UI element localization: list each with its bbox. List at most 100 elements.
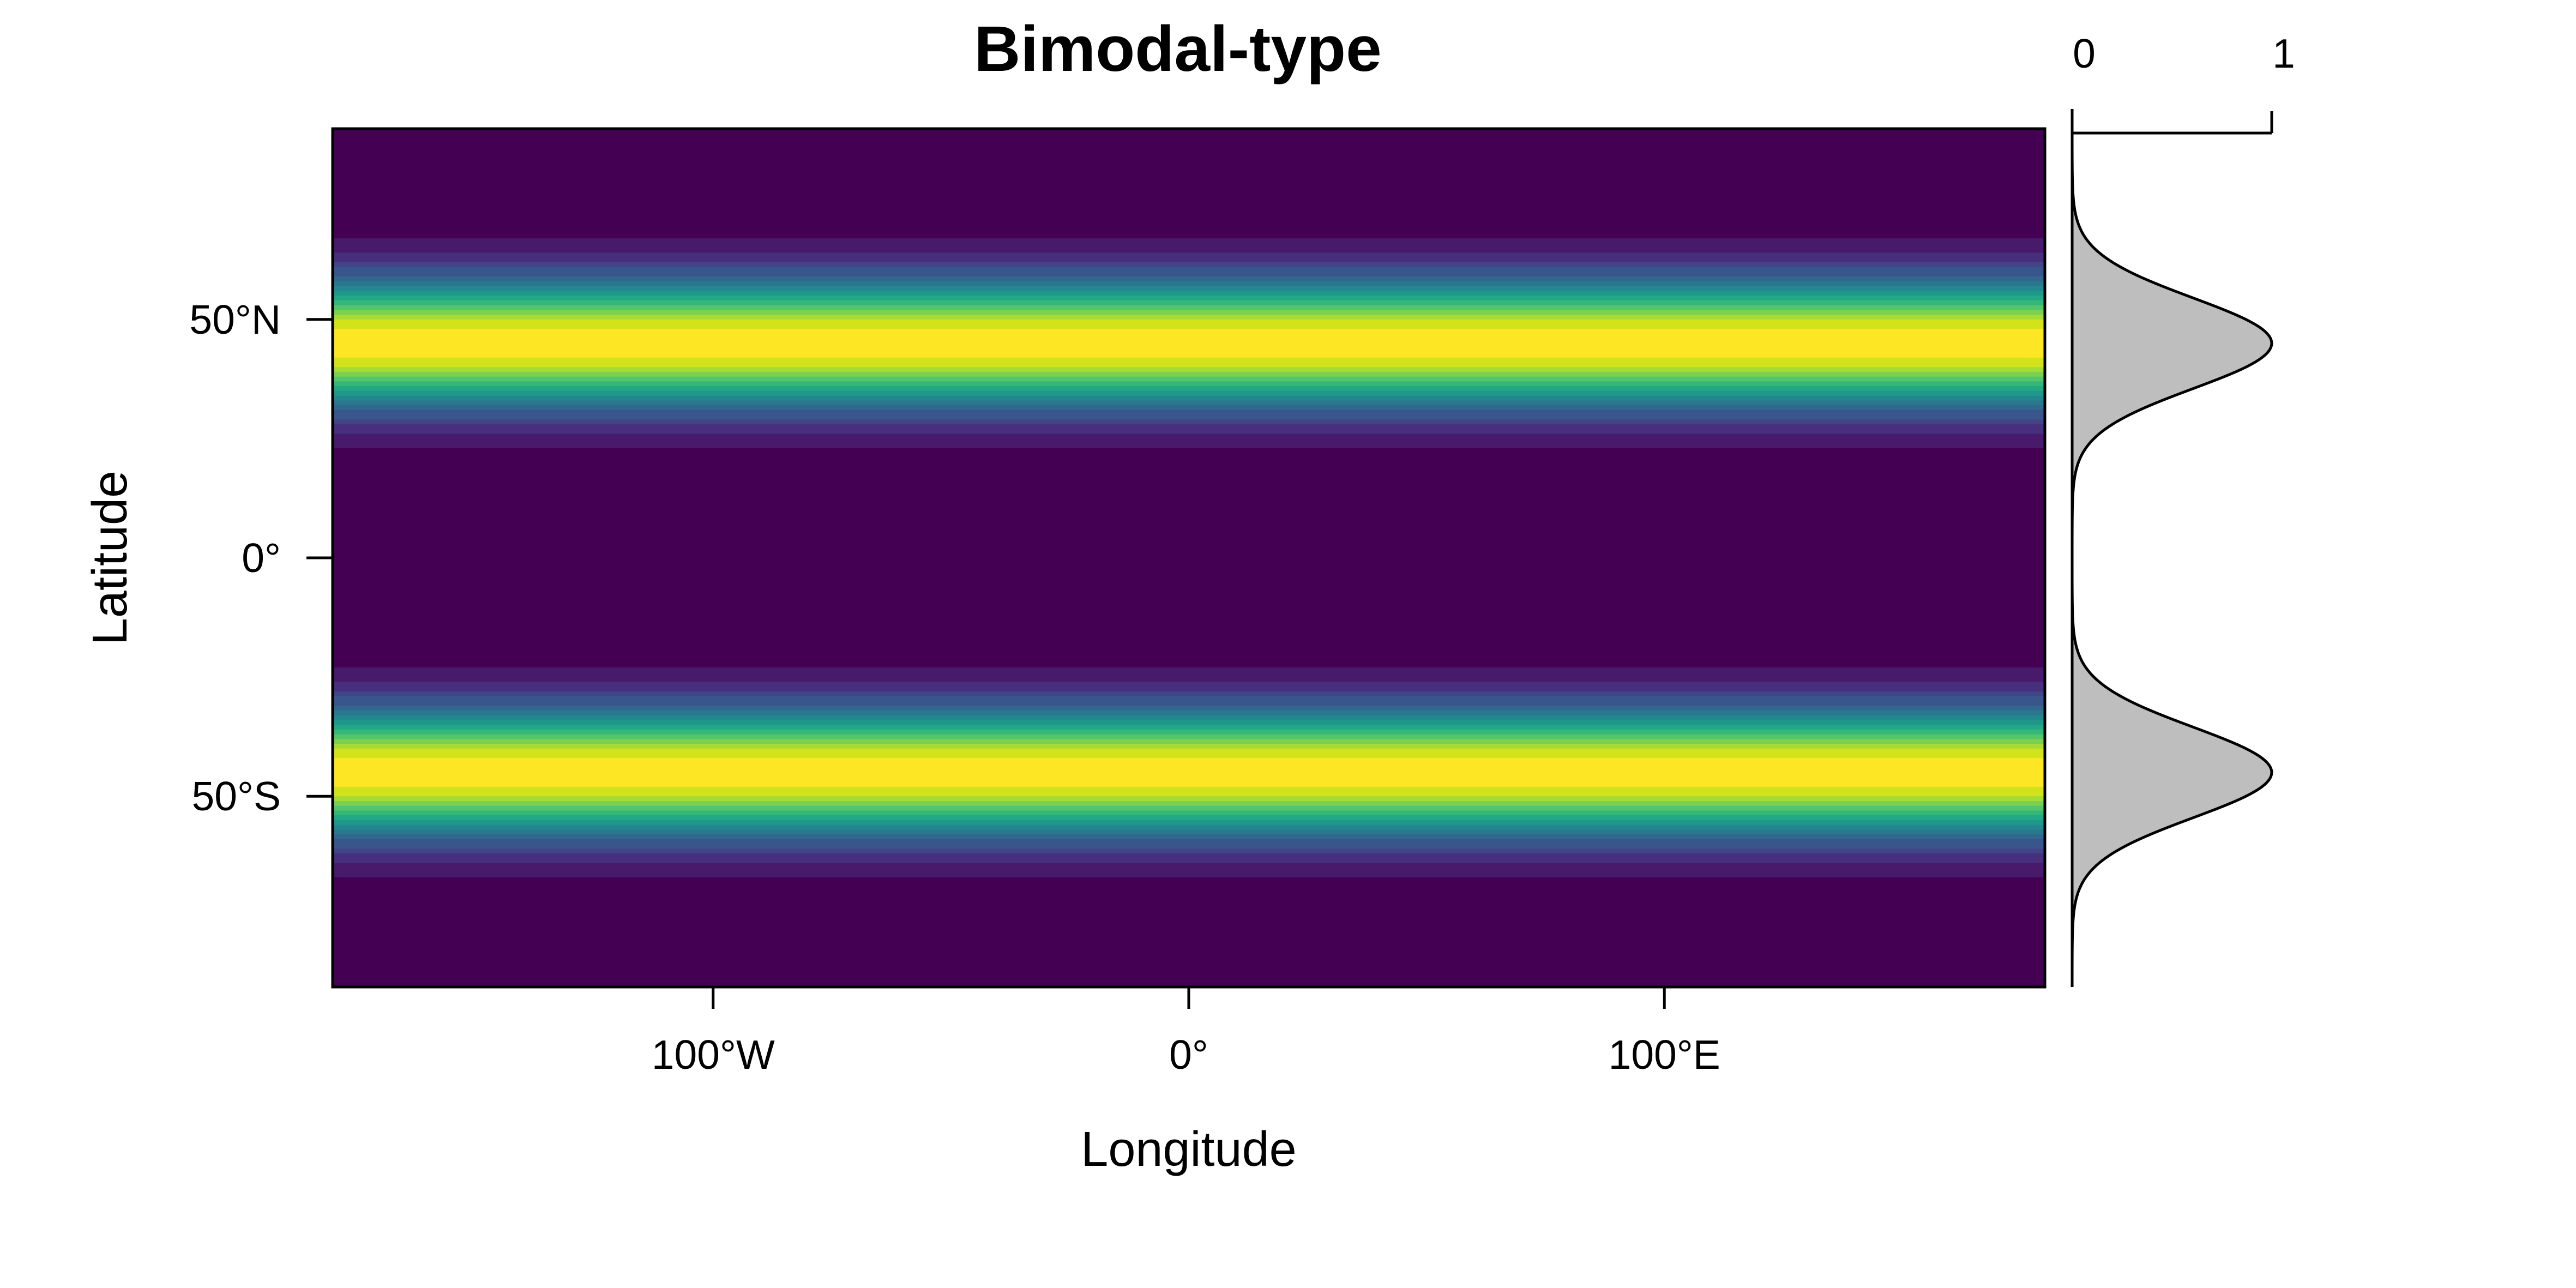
- heatmap-band: [333, 572, 2045, 577]
- heatmap-band: [333, 410, 2045, 416]
- heatmap-band: [333, 367, 2045, 372]
- heatmap-band: [333, 129, 2045, 134]
- heatmap-band: [333, 534, 2045, 539]
- heatmap-band: [333, 200, 2045, 206]
- heatmap-band: [333, 863, 2045, 868]
- heatmap-band: [333, 834, 2045, 840]
- chart-title: Bimodal-type: [974, 13, 1381, 85]
- heatmap-band: [333, 515, 2045, 520]
- heatmap-band: [333, 829, 2045, 835]
- heatmap-band: [333, 147, 2045, 153]
- heatmap-band: [333, 600, 2045, 606]
- heatmap-band: [333, 744, 2045, 749]
- heatmap-band: [333, 376, 2045, 382]
- heatmap-band: [333, 419, 2045, 425]
- heatmap-band: [333, 758, 2045, 763]
- heatmap-band: [333, 462, 2045, 468]
- heatmap-band: [333, 185, 2045, 191]
- heatmap-band: [333, 581, 2045, 587]
- heatmap-band: [333, 248, 2045, 253]
- x-axis: 100°W 0° 100°E: [652, 987, 1720, 1078]
- heatmap-band: [333, 968, 2045, 973]
- heatmap-band: [333, 639, 2045, 644]
- heatmap-band: [333, 781, 2045, 787]
- heatmap-band: [333, 548, 2045, 553]
- heatmap-band: [333, 615, 2045, 621]
- heatmap-band: [333, 166, 2045, 172]
- heatmap-band: [333, 371, 2045, 377]
- heatmap-band: [333, 839, 2045, 845]
- heatmap-band: [333, 720, 2045, 725]
- heatmap-band: [333, 243, 2045, 249]
- heatmap-band: [333, 872, 2045, 878]
- heatmap-band: [333, 381, 2045, 387]
- heatmap-band: [333, 820, 2045, 826]
- heatmap-band: [333, 725, 2045, 730]
- heatmap-band: [333, 233, 2045, 239]
- heatmap-band: [333, 629, 2045, 635]
- heatmap-band: [333, 920, 2045, 925]
- heatmap-band: [333, 848, 2045, 854]
- heatmap-band: [333, 911, 2045, 916]
- heatmap-band: [333, 729, 2045, 735]
- heatmap-band: [333, 958, 2045, 964]
- heatmap-band: [333, 619, 2045, 625]
- heatmap-band: [333, 663, 2045, 668]
- heatmap-band: [333, 691, 2045, 697]
- heatmap-band: [333, 553, 2045, 558]
- heatmap-band: [333, 734, 2045, 739]
- profile-scale-label: 1: [2272, 31, 2295, 76]
- heatmap-band: [333, 319, 2045, 325]
- heatmap-band: [333, 296, 2045, 301]
- heatmap-band: [333, 286, 2045, 291]
- heatmap-band: [333, 763, 2045, 768]
- heatmap-band: [333, 400, 2045, 406]
- heatmap-band: [333, 701, 2045, 706]
- heatmap-band: [333, 653, 2045, 659]
- heatmap-band: [333, 228, 2045, 234]
- heatmap-band: [333, 925, 2045, 930]
- heatmap-band: [333, 276, 2045, 282]
- heatmap-band: [333, 963, 2045, 968]
- heatmap-band: [333, 352, 2045, 358]
- heatmap-band: [333, 138, 2045, 143]
- heatmap-band: [333, 252, 2045, 258]
- heatmap-band: [333, 892, 2045, 897]
- heatmap-band: [333, 634, 2045, 640]
- heatmap-band: [333, 467, 2045, 473]
- heatmap-band: [333, 562, 2045, 568]
- heatmap-band: [333, 348, 2045, 353]
- heatmap-band: [333, 453, 2045, 458]
- heatmap-band: [333, 486, 2045, 492]
- heatmap-band: [333, 586, 2045, 592]
- heatmap-band: [333, 334, 2045, 339]
- heatmap-band: [333, 204, 2045, 210]
- y-tick-label: 50°N: [189, 297, 281, 342]
- heatmap-band: [333, 605, 2045, 611]
- heatmap-band: [333, 858, 2045, 864]
- heatmap-band: [333, 438, 2045, 444]
- heatmap-band: [333, 315, 2045, 320]
- heatmap-band: [333, 558, 2045, 563]
- heatmap-band: [333, 576, 2045, 582]
- heatmap-band: [333, 176, 2045, 182]
- heatmap-band: [333, 739, 2045, 744]
- heatmap-band: [333, 944, 2045, 949]
- heatmap-band: [333, 772, 2045, 778]
- heatmap-band: [333, 133, 2045, 139]
- heatmap-band: [333, 424, 2045, 430]
- heatmap-band: [333, 539, 2045, 544]
- heatmap-band: [333, 786, 2045, 792]
- heatmap-band: [333, 238, 2045, 244]
- heatmap-band: [333, 753, 2045, 759]
- heatmap-band: [333, 853, 2045, 859]
- heatmap-band: [333, 934, 2045, 940]
- heatmap-band: [333, 824, 2045, 830]
- heatmap-band: [333, 648, 2045, 654]
- heatmap-band: [333, 429, 2045, 435]
- heatmap-band: [333, 477, 2045, 482]
- heatmap-band: [333, 310, 2045, 315]
- y-tick-label: 0°: [242, 535, 281, 581]
